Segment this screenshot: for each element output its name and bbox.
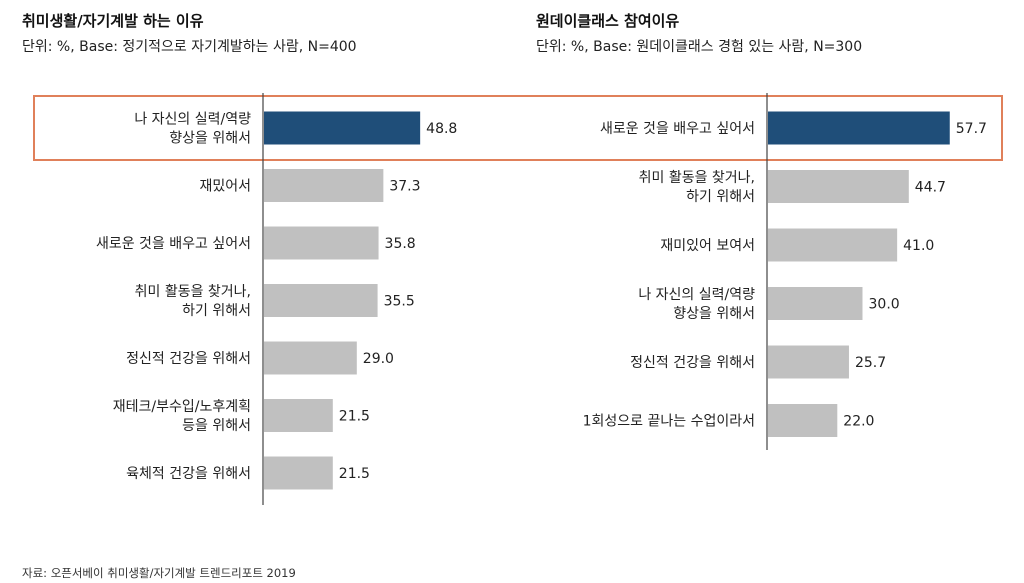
bar-value-label-1-1: 44.7 [915,180,946,196]
bar-value-label-1-4: 25.7 [855,355,886,371]
highlight-box [33,95,1003,161]
bar-1-2 [768,228,898,262]
bar-0-1 [264,169,384,202]
category-label-0-5-line0: 재테크/부수입/노후계획 [113,399,251,415]
left-chart-subtitle: 단위: %, Base: 정기적으로 자기계발하는 사람, N=400 [22,39,357,55]
category-label-1-4: 정신적 건강을 위해서 [630,355,755,371]
bar-value-label-0-3: 35.5 [384,294,415,310]
category-label-1-3-line1: 향상을 위해서 [673,306,755,322]
bar-0-5 [264,399,333,432]
category-label-0-6: 육체적 건강을 위해서 [126,466,251,482]
bar-value-label-1-3: 30.0 [869,297,900,313]
bar-value-label-0-0: 48.8 [426,121,457,137]
bar-value-label-0-5: 21.5 [339,409,370,425]
category-label-1-1-line1: 하기 위해서 [686,189,755,205]
left-chart-title: 취미생활/자기계발 하는 이유 [22,12,204,30]
bar-value-label-1-5: 22.0 [843,414,874,430]
category-label-0-3-line1: 하기 위해서 [182,303,251,319]
bar-0-3 [264,284,378,317]
bar-value-label-0-6: 21.5 [339,466,370,482]
category-label-1-3-line0: 나 자신의 실력/역량 [638,287,755,303]
category-label-0-0-line0: 나 자신의 실력/역량 [134,112,251,128]
bar-1-3 [768,287,863,320]
bar-0-4 [264,341,357,375]
category-label-1-5: 1회성으로 끝나는 수업이라서 [583,414,755,430]
category-label-1-2: 재미있어 보여서 [660,238,755,254]
source-note: 자료: 오픈서베이 취미생활/자기계발 트렌드리포트 2019 [22,566,296,580]
category-label-1-0: 새로운 것을 배우고 싶어서 [600,121,755,137]
category-label-0-5-line1: 등을 위해서 [182,418,251,434]
bar-1-1 [768,170,909,203]
bar-0-2 [264,226,379,260]
bar-1-0 [768,111,950,145]
right-chart-subtitle: 단위: %, Base: 원데이클래스 경험 있는 사람, N=300 [536,39,863,55]
bar-value-label-0-4: 29.0 [363,351,394,367]
bar-value-label-1-0: 57.7 [956,121,987,137]
category-label-0-1: 재밌어서 [199,179,251,195]
category-label-0-0-line1: 향상을 위해서 [169,131,251,147]
bar-0-6 [264,456,333,490]
category-label-1-1-line0: 취미 활동을 찾거나, [639,170,755,186]
bar-1-4 [768,345,849,379]
category-label-0-4: 정신적 건강을 위해서 [126,351,251,367]
bar-value-label-0-1: 37.3 [389,179,420,195]
category-label-0-2: 새로운 것을 배우고 싶어서 [96,236,251,252]
category-label-0-3-line0: 취미 활동을 찾거나, [135,284,251,300]
bar-0-0 [264,111,421,145]
right-chart-title: 원데이클래스 참여이유 [536,12,680,30]
bar-1-5 [768,404,838,437]
bar-value-label-1-2: 41.0 [903,238,934,254]
bar-value-label-0-2: 35.8 [385,236,416,252]
